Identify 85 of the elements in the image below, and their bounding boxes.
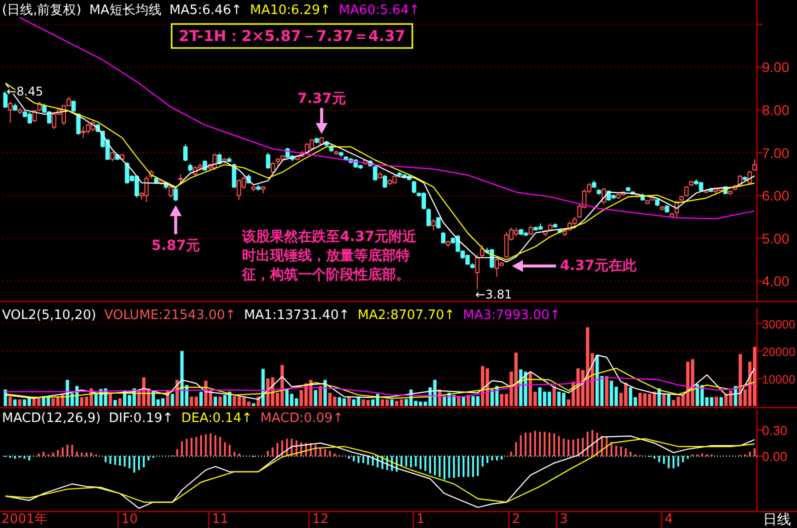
y-tick-label: 9.00 — [762, 59, 790, 76]
bar — [252, 403, 256, 406]
candlestick — [382, 174, 388, 188]
candlestick — [76, 112, 81, 136]
candlestick — [684, 186, 689, 197]
candlestick — [436, 216, 441, 230]
candlestick — [475, 254, 480, 290]
bar — [4, 389, 8, 406]
text: MA60:5.64↑ — [338, 3, 420, 18]
x-tick-label: 2001年 — [1, 512, 48, 527]
annotation: 5.87元 — [151, 238, 200, 254]
bar — [108, 394, 112, 406]
y-tick-label: 6.00 — [762, 188, 790, 204]
y-tick-label: 0.00 — [762, 449, 788, 464]
y-tick-label: 5.00 — [762, 230, 790, 246]
x-tick-label: 4 — [664, 512, 673, 527]
y-tick-label: 30000 — [762, 317, 796, 332]
chart-title: VOL2(5,10,20) — [2, 308, 96, 323]
bar — [18, 399, 22, 406]
y-tick-label: 4.00 — [762, 273, 790, 290]
y-tick-label: 0.30 — [762, 423, 788, 438]
candlestick — [412, 180, 416, 194]
x-tick-label: 10 — [121, 512, 138, 527]
y-tick-label: 7.00 — [762, 144, 790, 161]
y-tick-label: 10000 — [762, 372, 796, 386]
bar — [8, 396, 12, 406]
line-series — [4, 376, 756, 398]
candlestick — [431, 218, 436, 232]
chart-title: MACD(12,26,9) — [2, 411, 101, 426]
candlestick — [266, 152, 270, 170]
bar — [113, 400, 117, 406]
text: MA2:8707.70↑ — [358, 308, 456, 323]
bar — [457, 396, 460, 406]
annotation: 2T-1H：2×5.87－7.37＝4.37 — [178, 27, 406, 45]
annotation: 7.37元 — [297, 90, 346, 107]
candlestick — [480, 244, 484, 258]
bar — [314, 390, 318, 406]
candlestick — [602, 187, 606, 205]
annotation: ←3.81 — [475, 287, 512, 302]
bar — [199, 392, 203, 406]
text: MA5:6.46↑ — [169, 3, 242, 18]
bar — [118, 398, 122, 406]
candlestick — [748, 170, 752, 184]
text: MA3:7993.00↑ — [463, 308, 560, 323]
line-series — [4, 368, 756, 399]
candlestick — [173, 188, 178, 202]
annotation: 该股果然在跌至4.37元附近时出现锤线，放量等底部特征，构筑一个阶段性底部。 — [241, 228, 418, 283]
candlestick — [752, 158, 757, 172]
bar — [720, 397, 723, 406]
bar — [714, 396, 718, 406]
candlestick — [441, 231, 446, 244]
candlestick — [8, 100, 12, 124]
text: DIF:0.19↑ — [108, 411, 174, 426]
bar — [605, 376, 608, 406]
candlestick — [110, 151, 115, 162]
text: VOLUME:21543.00↑ — [104, 308, 236, 323]
candlestick — [183, 144, 188, 162]
y-tick-label: 20000 — [762, 344, 796, 359]
y-tick-label: 8.00 — [762, 102, 790, 118]
candlestick — [372, 165, 378, 182]
line-series — [4, 354, 756, 400]
candlestick — [426, 208, 431, 227]
annotation: 4.37元在此 — [560, 258, 638, 274]
bar — [552, 386, 556, 406]
text: MA1:13731.40↑ — [244, 308, 350, 323]
x-tick-label: 3 — [560, 512, 568, 527]
x-tick-label: 2 — [512, 512, 520, 527]
bar — [214, 396, 218, 406]
bar — [667, 394, 670, 406]
text: MA10:6.29↑ — [250, 3, 331, 18]
candlestick — [528, 225, 533, 236]
text: 日线 — [763, 512, 791, 528]
candlestick — [32, 109, 37, 122]
candlestick — [71, 100, 76, 113]
x-tick-label: 12 — [312, 512, 329, 527]
bar — [261, 368, 265, 406]
bar — [466, 394, 470, 406]
text: DEA:0.14↑ — [181, 411, 252, 426]
bar — [170, 394, 174, 406]
bar — [218, 396, 222, 406]
x-tick-label: 11 — [212, 512, 228, 527]
bar — [318, 386, 322, 406]
series-label: MACD:0.09↑ — [260, 411, 344, 426]
chart-subtitle: MA短长均线 — [89, 3, 162, 18]
x-tick-label: 1 — [416, 512, 425, 527]
